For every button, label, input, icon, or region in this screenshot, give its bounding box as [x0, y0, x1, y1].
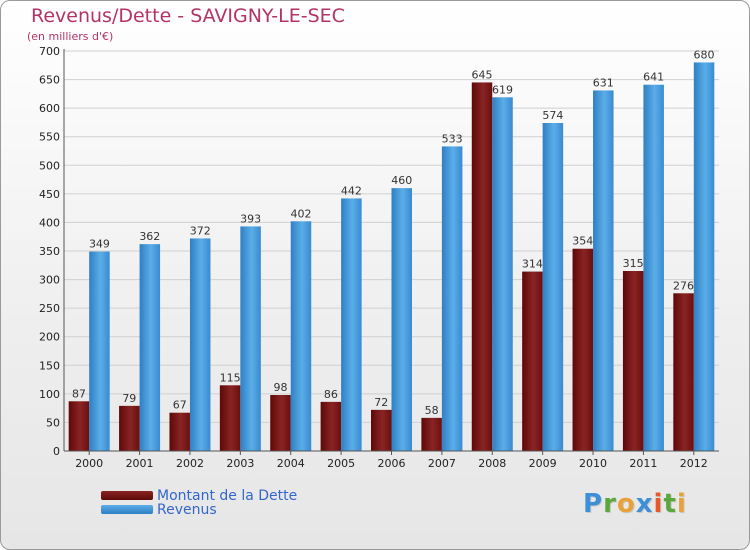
- x-tick-label: 2007: [428, 457, 456, 470]
- data-label-revenus: 680: [694, 48, 715, 61]
- data-label-revenus: 574: [542, 109, 563, 122]
- data-label-dette: 645: [472, 68, 493, 81]
- bar-revenus: [492, 97, 513, 452]
- bar-revenus: [89, 251, 110, 451]
- data-label-revenus: 362: [139, 230, 160, 243]
- x-tick-label: 2005: [327, 457, 355, 470]
- y-tick-label: 150: [39, 359, 60, 372]
- bar-dette: [219, 385, 241, 451]
- y-tick-label: 550: [39, 131, 60, 144]
- bar-dette: [522, 271, 543, 451]
- bar-dette: [270, 395, 291, 451]
- bar-revenus: [341, 198, 362, 451]
- data-label-dette: 86: [324, 388, 338, 401]
- logo-letter: x: [635, 489, 654, 519]
- logo-letter: r: [603, 489, 617, 519]
- bar-revenus: [643, 84, 664, 451]
- x-tick-label: 2012: [680, 457, 708, 470]
- bar-chart: 87 349 79 362 67 372 115 393 98 402 86 442 72 460 58 53…: [39, 45, 719, 470]
- y-tick-label: 0: [53, 445, 60, 458]
- x-tick-label: 2003: [226, 457, 254, 470]
- bar-revenus: [693, 62, 715, 452]
- data-label-dette: 314: [522, 258, 543, 271]
- y-tick-label: 350: [39, 245, 60, 258]
- data-labels: 87 349 79 362 67 372 115 393 98 402 86 442 72 460 58 53…: [72, 48, 715, 416]
- x-tick-label: 2001: [126, 457, 154, 470]
- data-label-dette: 98: [273, 381, 287, 394]
- bar-dette: [471, 82, 493, 451]
- bar-revenus: [391, 188, 412, 451]
- y-tick-label: 700: [39, 45, 60, 58]
- bar-dette: [371, 409, 392, 451]
- data-label-dette: 354: [572, 235, 593, 248]
- bars: [68, 62, 715, 452]
- y-tick-label: 50: [46, 416, 60, 429]
- data-label-revenus: 460: [391, 174, 412, 187]
- y-tick-label: 250: [39, 302, 60, 315]
- bar-revenus: [189, 238, 211, 451]
- y-tick-label: 100: [39, 388, 60, 401]
- data-label-dette: 67: [173, 399, 187, 412]
- data-label-dette: 315: [623, 257, 644, 270]
- bar-dette: [622, 271, 644, 451]
- x-tick-label: 2002: [176, 457, 204, 470]
- x-tick-label: 2009: [529, 457, 557, 470]
- chart-title: Revenus/Dette - SAVIGNY-LE-SEC: [31, 5, 345, 27]
- chart-subtitle: (en milliers d'€): [27, 30, 114, 43]
- bar-dette: [119, 405, 140, 451]
- bar-revenus: [593, 90, 614, 451]
- legend-swatch-revenus: [101, 505, 153, 514]
- bar-revenus: [139, 244, 161, 451]
- proxiti-logo: Proxiti: [583, 489, 687, 519]
- x-tick-label: 2008: [478, 457, 506, 470]
- bar-dette: [320, 401, 342, 451]
- x-tick-label: 2010: [579, 457, 607, 470]
- bar-revenus: [441, 146, 463, 451]
- data-label-revenus: 641: [643, 71, 664, 84]
- bar-dette: [421, 417, 442, 451]
- legend-swatch-dette: [101, 491, 153, 500]
- data-label-dette: 72: [374, 396, 388, 409]
- data-label-revenus: 442: [341, 184, 362, 197]
- y-tick-label: 200: [39, 331, 60, 344]
- data-label-revenus: 349: [89, 238, 110, 251]
- bar-dette: [169, 412, 190, 451]
- legend-label-dette: Montant de la Dette: [157, 488, 298, 504]
- x-tick-label: 2004: [277, 457, 305, 470]
- bar-dette: [68, 401, 90, 451]
- logo-letter: P: [583, 489, 604, 519]
- data-label-dette: 87: [72, 387, 86, 400]
- y-tick-label: 650: [39, 74, 60, 87]
- y-tick-label: 600: [39, 102, 60, 115]
- data-label-revenus: 402: [290, 207, 311, 220]
- data-label-dette: 115: [220, 371, 241, 384]
- bar-revenus: [290, 221, 312, 451]
- data-label-revenus: 631: [593, 76, 614, 89]
- logo-letter: i: [653, 489, 664, 519]
- y-tick-label: 300: [39, 274, 60, 287]
- x-tick-label: 2011: [629, 457, 657, 470]
- data-label-dette: 79: [122, 392, 136, 405]
- bar-dette: [673, 293, 694, 451]
- logo-letter: o: [616, 489, 636, 519]
- y-tick-label: 500: [39, 159, 60, 172]
- bar-revenus: [240, 226, 261, 451]
- logo-letter: t: [663, 489, 677, 519]
- logo-letter: i: [676, 489, 687, 519]
- bar-dette: [572, 248, 594, 451]
- data-label-revenus: 619: [492, 83, 513, 96]
- legend-label-revenus: Revenus: [157, 502, 217, 518]
- data-label-dette: 58: [425, 404, 439, 417]
- x-tick-label: 2006: [378, 457, 406, 470]
- data-label-revenus: 372: [190, 224, 211, 237]
- data-label-revenus: 393: [240, 212, 261, 225]
- data-label-dette: 276: [673, 279, 694, 292]
- y-tick-label: 400: [39, 216, 60, 229]
- axes: 0 50 100 150 200 250 300 350 400 450 500 550 600 650 7…: [39, 45, 719, 470]
- x-tick-label: 2000: [75, 457, 103, 470]
- data-label-revenus: 533: [442, 132, 463, 145]
- bar-revenus: [542, 123, 564, 451]
- y-tick-label: 450: [39, 188, 60, 201]
